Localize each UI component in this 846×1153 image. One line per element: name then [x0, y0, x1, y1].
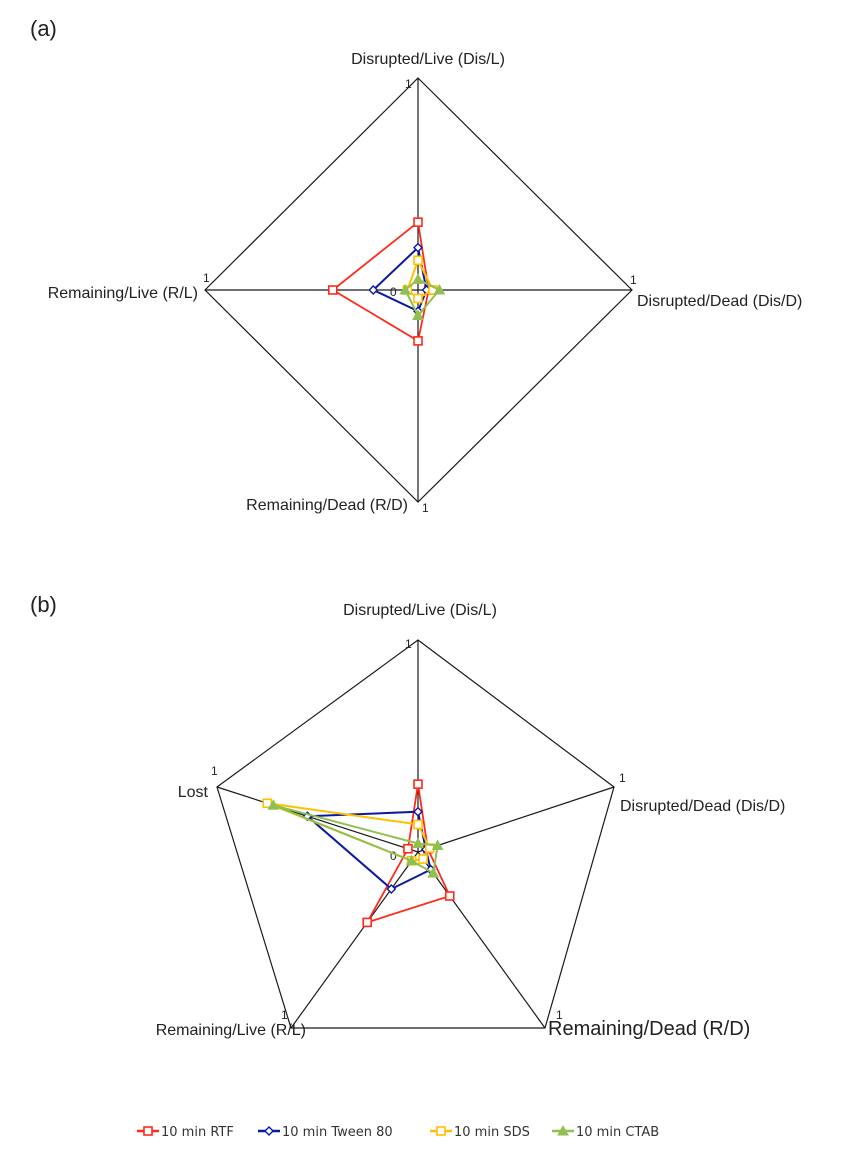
- legend-label: 10 min SDS: [454, 1125, 530, 1140]
- point-a-2-2: [413, 293, 423, 304]
- legend-marker: [264, 1126, 274, 1136]
- tick-max-a-1: 1: [630, 273, 637, 287]
- axis-label-a-dis-d: Disrupted/Dead (Dis/D): [637, 293, 802, 310]
- tick-max-b-3: 1: [281, 1008, 288, 1022]
- point-b-3-1: [431, 839, 444, 850]
- series-b-0: [362, 779, 455, 928]
- point-b-2-0: [413, 819, 423, 830]
- tick-max-b-0: 1: [405, 637, 412, 651]
- point-b-3-2: [427, 867, 440, 878]
- legend-label: 10 min RTF: [161, 1125, 234, 1140]
- point-a-3-0: [412, 273, 424, 284]
- axis-label-b-r-l: Remaining/Live (R/L): [156, 1022, 306, 1039]
- tick-max-b-2: 1: [556, 1008, 563, 1022]
- tick-max-a-0: 1: [405, 77, 412, 91]
- panel-label-b: (b): [30, 592, 57, 617]
- legend-label: 10 min Tween 80: [282, 1125, 393, 1140]
- series-a-3: [399, 273, 446, 320]
- point-b-3-4: [267, 799, 280, 810]
- point-b-2-2: [418, 854, 428, 864]
- legend-item: 10 min Tween 80: [258, 1125, 393, 1140]
- legend-item: 10 min RTF: [137, 1125, 234, 1140]
- radar-chart-a: (a) Disrupted/Live (Dis/L) Disrupted/Dea…: [30, 16, 802, 515]
- legend-label: 10 min CTAB: [576, 1125, 659, 1140]
- point-a-3-3: [399, 283, 412, 295]
- series-line-b-1: [304, 810, 432, 891]
- axis-label-a-r-d: Remaining/Dead (R/D): [246, 497, 408, 514]
- series-group-a: [327, 217, 446, 346]
- point-b-1-3: [386, 883, 397, 894]
- spoke-b-2: [417, 851, 546, 1029]
- tick-max-a-2: 1: [422, 501, 429, 515]
- axis-label-b-r-d: Remaining/Dead (R/D): [548, 1018, 750, 1040]
- spoke-b-4: [216, 786, 419, 853]
- point-b-0-4: [403, 843, 413, 854]
- axis-label-b-dis-l: Disrupted/Live (Dis/L): [343, 602, 497, 619]
- tick-center-a: 0: [390, 285, 397, 299]
- legend-marker: [436, 1126, 446, 1136]
- point-a-3-2: [412, 309, 424, 320]
- point-a-1-0: [413, 242, 423, 253]
- series-b-3: [267, 799, 444, 878]
- point-a-2-0: [413, 255, 423, 266]
- panel-label-a: (a): [30, 16, 57, 41]
- series-group-b: [262, 779, 455, 928]
- tick-center-b: 0: [390, 849, 397, 863]
- point-b-3-3: [405, 854, 418, 866]
- axis-label-a-dis-l: Disrupted/Live (Dis/L): [351, 51, 505, 68]
- tick-max-a-3: 1: [203, 271, 210, 285]
- point-a-0-0: [413, 217, 423, 227]
- series-line-b-3: [272, 804, 439, 875]
- point-b-0-3: [362, 917, 373, 928]
- radar-frame-b: [216, 639, 615, 1029]
- axis-label-a-r-l: Remaining/Live (R/L): [48, 285, 198, 302]
- point-b-3-0: [412, 837, 424, 849]
- legend-marker: [557, 1124, 569, 1136]
- point-b-1-0: [413, 806, 423, 817]
- spoke-b-3: [290, 851, 419, 1029]
- tick-max-b-4: 1: [211, 764, 218, 778]
- spokes-b: [216, 640, 615, 1029]
- legend-marker: [143, 1126, 153, 1136]
- point-a-3-1: [433, 283, 446, 295]
- radar-chart-b: (b) Disrupted/Live (Dis/L) Disrupted/Dea…: [30, 592, 785, 1040]
- point-a-0-2: [413, 336, 423, 346]
- point-a-1-3: [368, 285, 379, 295]
- series-line-b-0: [365, 784, 451, 924]
- point-b-0-2: [444, 891, 455, 901]
- axis-label-b-dis-d: Disrupted/Dead (Dis/D): [620, 798, 785, 815]
- spoke-b-1: [417, 786, 615, 853]
- axis-label-b-lost: Lost: [178, 784, 209, 801]
- tick-max-b-1: 1: [619, 771, 626, 785]
- point-a-0-3: [327, 285, 338, 295]
- legend-item: 10 min CTAB: [552, 1124, 659, 1140]
- legend: 10 min RTF 10 min Tween 80 10 min SDS 10 mi…: [137, 1124, 659, 1140]
- point-b-0-0: [413, 779, 423, 789]
- legend-item: 10 min SDS: [430, 1125, 530, 1140]
